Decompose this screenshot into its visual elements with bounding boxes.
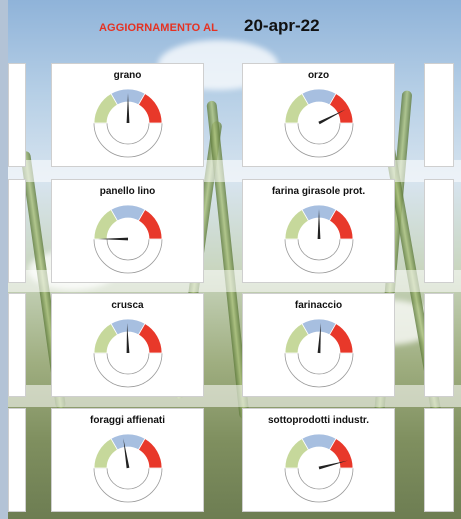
gauge-lower-half bbox=[284, 238, 354, 274]
gauge-lower-half bbox=[284, 467, 354, 503]
gauge-needle bbox=[98, 237, 128, 241]
card-stub-left bbox=[8, 63, 26, 167]
gauge-card-grano: grano bbox=[51, 63, 204, 167]
gauge-card-orzo: orzo bbox=[242, 63, 395, 167]
gauge-card-foraggi-affienati: foraggi affienati bbox=[51, 408, 204, 512]
gauge-segment-high bbox=[137, 323, 163, 354]
card-stub-left bbox=[8, 293, 26, 397]
gauge-label: farina girasole prot. bbox=[271, 186, 366, 197]
gauge-label: foraggi affienati bbox=[89, 415, 165, 426]
gauge-segment-high bbox=[137, 438, 163, 469]
gauge-label: orzo bbox=[307, 70, 330, 81]
card-stub-right bbox=[424, 63, 454, 167]
gauge-needle bbox=[126, 93, 130, 123]
gauge-needle bbox=[317, 323, 321, 354]
gauge-label: grano bbox=[113, 70, 142, 81]
gauge-needle bbox=[318, 460, 349, 470]
gauge-segment-high bbox=[137, 93, 163, 124]
gauge-card-farinaccio: farinaccio bbox=[242, 293, 395, 397]
gauge-lower-half bbox=[93, 238, 163, 274]
gauge-segment-high bbox=[328, 209, 354, 240]
gauge-label: sottoprodotti industr. bbox=[267, 415, 370, 426]
gauge-needle bbox=[317, 209, 321, 239]
update-date: 20-apr-22 bbox=[244, 16, 320, 35]
gauge-segment-high bbox=[137, 209, 163, 240]
gauge-lower-half bbox=[93, 122, 163, 158]
card-stub-right bbox=[424, 293, 454, 397]
gauge-lower-half bbox=[284, 122, 354, 158]
gauge-dial bbox=[284, 204, 354, 274]
card-stub-right bbox=[424, 408, 454, 512]
gauge-lower-half bbox=[284, 352, 354, 388]
gauge-label: farinaccio bbox=[294, 300, 343, 311]
gauge-label: panello lino bbox=[99, 186, 156, 197]
gauge-segment-high bbox=[328, 323, 354, 354]
gauge-card-panello-lino: panello lino bbox=[51, 179, 204, 283]
left-edge-bar bbox=[0, 0, 8, 519]
gauge-dial bbox=[93, 318, 163, 388]
gauge-dial bbox=[284, 318, 354, 388]
gauge-dial bbox=[93, 88, 163, 158]
card-stub-left bbox=[8, 408, 26, 512]
gauge-dial bbox=[284, 433, 354, 503]
gauge-lower-half bbox=[93, 467, 163, 503]
gauge-dial bbox=[93, 433, 163, 503]
gauge-dial bbox=[93, 204, 163, 274]
update-label: AGGIORNAMENTO AL bbox=[99, 22, 218, 34]
card-stub-left bbox=[8, 179, 26, 283]
gauge-needle bbox=[126, 323, 130, 354]
gauge-needle bbox=[123, 438, 130, 469]
gauge-card-crusca: crusca bbox=[51, 293, 204, 397]
gauge-card-farina-girasole: farina girasole prot. bbox=[242, 179, 395, 283]
gauge-lower-half bbox=[93, 352, 163, 388]
gauge-needle bbox=[318, 109, 346, 125]
gauge-dial bbox=[284, 88, 354, 158]
gauge-label: crusca bbox=[111, 300, 144, 311]
gauge-segment-high bbox=[328, 93, 354, 124]
gauge-segment-high bbox=[328, 438, 354, 469]
card-stub-right bbox=[424, 179, 454, 283]
gauge-card-sottoprodotti-industr: sottoprodotti industr. bbox=[242, 408, 395, 512]
